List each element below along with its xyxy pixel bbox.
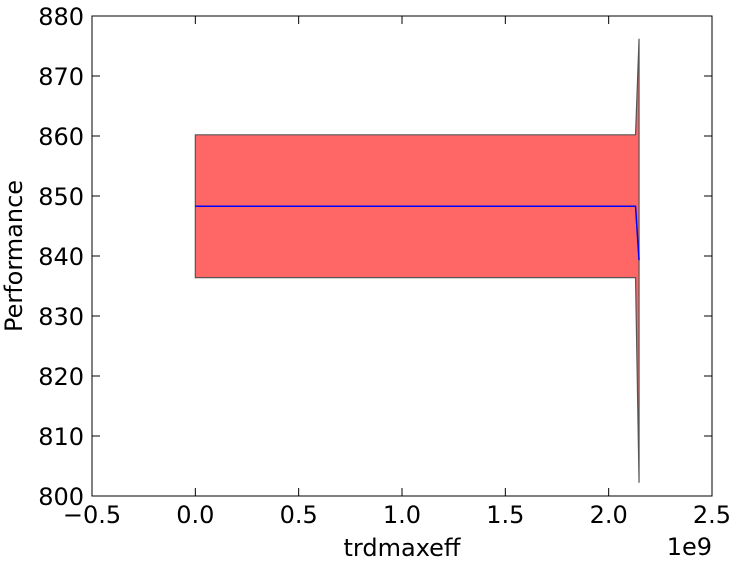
y-tick-label: 820: [38, 363, 84, 391]
x-tick-label: 0.5: [280, 501, 318, 529]
y-tick-label: 860: [38, 123, 84, 151]
x-tick-label: 2.0: [590, 501, 628, 529]
x-axis-offset-label: 1e9: [667, 533, 712, 561]
x-tick-label: 0.0: [176, 501, 214, 529]
y-tick-label: 830: [38, 303, 84, 331]
y-tick-label: 870: [38, 63, 84, 91]
tick-labels: −0.5 0.0 0.5 1.0 1.5 2.0 2.5 800 810 820 830 840 850…: [38, 3, 731, 529]
x-tick-label: 1.0: [383, 501, 421, 529]
x-tick-label: 1.5: [486, 501, 524, 529]
ticks: [91, 15, 713, 497]
y-tick-label: 810: [38, 423, 84, 451]
y-tick-label: 800: [38, 483, 84, 511]
y-tick-label: 880: [38, 3, 84, 31]
x-tick-label: 2.5: [693, 501, 731, 529]
mean-line-0: [195, 205, 640, 261]
x-axis-label: trdmaxeff: [344, 534, 461, 562]
plot-area: [194, 38, 640, 483]
y-tick-label: 840: [38, 243, 84, 271]
x-tick-label: −0.5: [63, 501, 121, 529]
confidence-band-0: [194, 38, 640, 483]
y-axis-label: Performance: [0, 180, 28, 332]
y-tick-label: 850: [38, 183, 84, 211]
